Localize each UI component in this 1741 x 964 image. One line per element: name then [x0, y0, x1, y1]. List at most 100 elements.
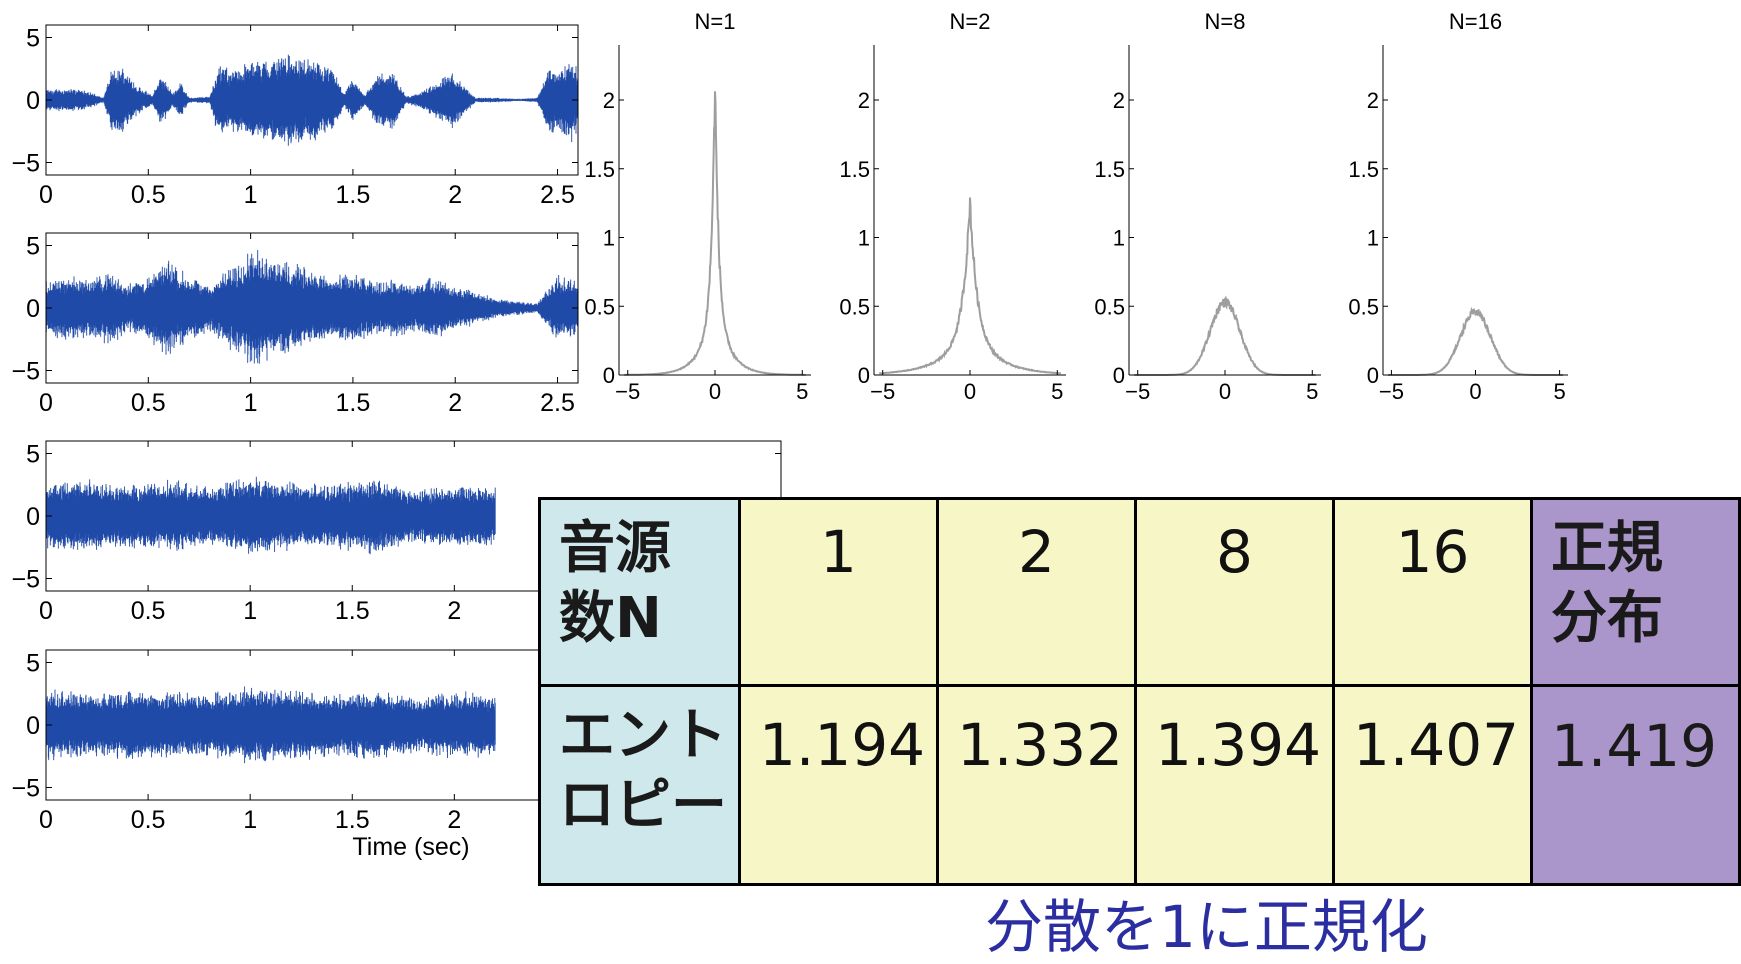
x-tick-label: 1 — [244, 181, 258, 209]
x-tick-label: 1 — [243, 597, 257, 625]
x-tick-label: 0 — [39, 181, 53, 209]
y-tick-label: 2 — [1367, 88, 1379, 113]
y-tick-label: 0.5 — [839, 294, 870, 319]
y-tick-label: 1 — [603, 226, 615, 251]
y-tick-label: 0 — [26, 295, 40, 323]
x-tick-label: −5 — [615, 379, 640, 404]
x-tick-label: −5 — [1125, 379, 1150, 404]
y-tick-label: 1 — [1367, 226, 1379, 251]
source-count-label-line2: 数N — [559, 586, 662, 651]
histogram-panel-3: N=800.511.52−5 0 5 — [1094, 9, 1321, 404]
y-tick-label: 1 — [858, 226, 870, 251]
entropy-table: 音源 数N 1 2 8 16 正規 分布 エント ロピー 1.194 1.332… — [538, 497, 1741, 886]
y-tick-label: −5 — [11, 566, 40, 594]
x-tick-label: 2 — [448, 181, 462, 209]
x-tick-label: 2 — [448, 389, 462, 417]
y-tick-label: 5 — [26, 650, 40, 678]
histogram-curve-2 — [878, 197, 1061, 375]
y-tick-label: −5 — [11, 358, 40, 386]
y-tick-label: 0 — [1113, 363, 1125, 388]
x-tick-label: 0.5 — [131, 806, 166, 834]
histogram-curve-4 — [1388, 306, 1563, 376]
y-tick-label: 0.5 — [1094, 294, 1125, 319]
y-tick-label: 1.5 — [839, 157, 870, 182]
x-tick-label: 0 — [709, 379, 721, 404]
waveform-signal-4 — [45, 686, 496, 764]
x-tick-label: 5 — [1553, 379, 1565, 404]
y-tick-label: 5 — [26, 441, 40, 469]
y-tick-label: 0 — [26, 503, 40, 531]
x-tick-label: 5 — [1051, 379, 1063, 404]
y-tick-label: 0 — [26, 712, 40, 740]
histogram-title: N=1 — [695, 9, 736, 34]
x-tick-label: 0 — [1219, 379, 1231, 404]
y-tick-label: 5 — [26, 233, 40, 261]
x-tick-label: 0 — [964, 379, 976, 404]
x-tick-label: 2.5 — [540, 181, 575, 209]
x-tick-label: 0.5 — [131, 181, 166, 209]
x-tick-label: 5 — [796, 379, 808, 404]
y-tick-label: 2 — [603, 88, 615, 113]
waveform-signal-3 — [45, 476, 496, 555]
normalization-caption: 分散を1に正規化 — [985, 893, 1428, 961]
x-tick-label: 5 — [1306, 379, 1318, 404]
waveform-panel-1: 5 0 −5 0 0.5 1 1.5 2 2.5 — [11, 24, 579, 209]
entropy-n16: 1.407 — [1332, 684, 1533, 886]
entropy-n2: 1.332 — [936, 684, 1137, 886]
x-tick-label: −5 — [1379, 379, 1404, 404]
y-tick-label: 1.5 — [1094, 157, 1125, 182]
y-tick-label: 1 — [1113, 226, 1125, 251]
x-tick-label: 0.5 — [131, 389, 166, 417]
table-value-row: エント ロピー 1.194 1.332 1.394 1.407 1.419 — [538, 684, 1741, 886]
y-tick-label: 0.5 — [1348, 294, 1379, 319]
histogram-title: N=2 — [950, 9, 991, 34]
y-tick-label: 0 — [858, 363, 870, 388]
histogram-title: N=8 — [1205, 9, 1246, 34]
x-tick-label: 0 — [39, 389, 53, 417]
col-normal-line1: 正規 — [1551, 516, 1663, 581]
col-n2: 2 — [936, 497, 1137, 687]
x-tick-label: 1 — [244, 389, 258, 417]
histogram-curve-1 — [624, 91, 806, 376]
y-tick-label: 0 — [603, 363, 615, 388]
entropy-label: エント ロピー — [538, 684, 741, 886]
y-tick-label: 0 — [26, 87, 40, 115]
entropy-n1: 1.194 — [738, 684, 939, 886]
source-count-label: 音源 数N — [538, 497, 741, 687]
col-n8: 8 — [1134, 497, 1335, 687]
y-tick-label: 0.5 — [584, 294, 615, 319]
y-tick-label: 0 — [1367, 363, 1379, 388]
x-tick-label: 1 — [243, 806, 257, 834]
x-tick-label: 0 — [1469, 379, 1481, 404]
x-tick-label: 0 — [39, 597, 53, 625]
y-tick-label: 5 — [26, 25, 40, 53]
y-tick-label: −5 — [11, 775, 40, 803]
source-count-label-line1: 音源 — [559, 516, 671, 581]
y-tick-label: 2 — [858, 88, 870, 113]
entropy-n8: 1.394 — [1134, 684, 1335, 886]
y-tick-label: 1.5 — [584, 157, 615, 182]
histogram-panel-1: N=100.511.52−5 0 5 — [584, 9, 811, 404]
col-n1: 1 — [738, 497, 939, 687]
x-tick-label: 2 — [447, 806, 461, 834]
y-tick-label: 2 — [1113, 88, 1125, 113]
x-tick-label: 1.5 — [336, 389, 371, 417]
histogram-panel-2: N=200.511.52−5 0 5 — [839, 9, 1066, 404]
x-tick-label: 0.5 — [131, 597, 166, 625]
entropy-label-line2: ロピー — [559, 773, 727, 838]
y-tick-label: −5 — [11, 150, 40, 178]
waveform-panel-2: 5 0 −5 0 0.5 1 1.5 2 2.5 — [11, 232, 579, 417]
x-axis-label: Time (sec) — [352, 833, 469, 861]
y-tick-label: 1.5 — [1348, 157, 1379, 182]
x-tick-label: 2.5 — [540, 389, 575, 417]
histogram-curve-3 — [1134, 295, 1316, 376]
x-tick-label: 1.5 — [335, 806, 370, 834]
x-tick-label: 1.5 — [335, 597, 370, 625]
col-normal: 正規 分布 — [1530, 497, 1741, 687]
table-header-row: 音源 数N 1 2 8 16 正規 分布 — [538, 497, 1741, 687]
waveform-signal-2 — [45, 250, 579, 364]
col-n16: 16 — [1332, 497, 1533, 687]
